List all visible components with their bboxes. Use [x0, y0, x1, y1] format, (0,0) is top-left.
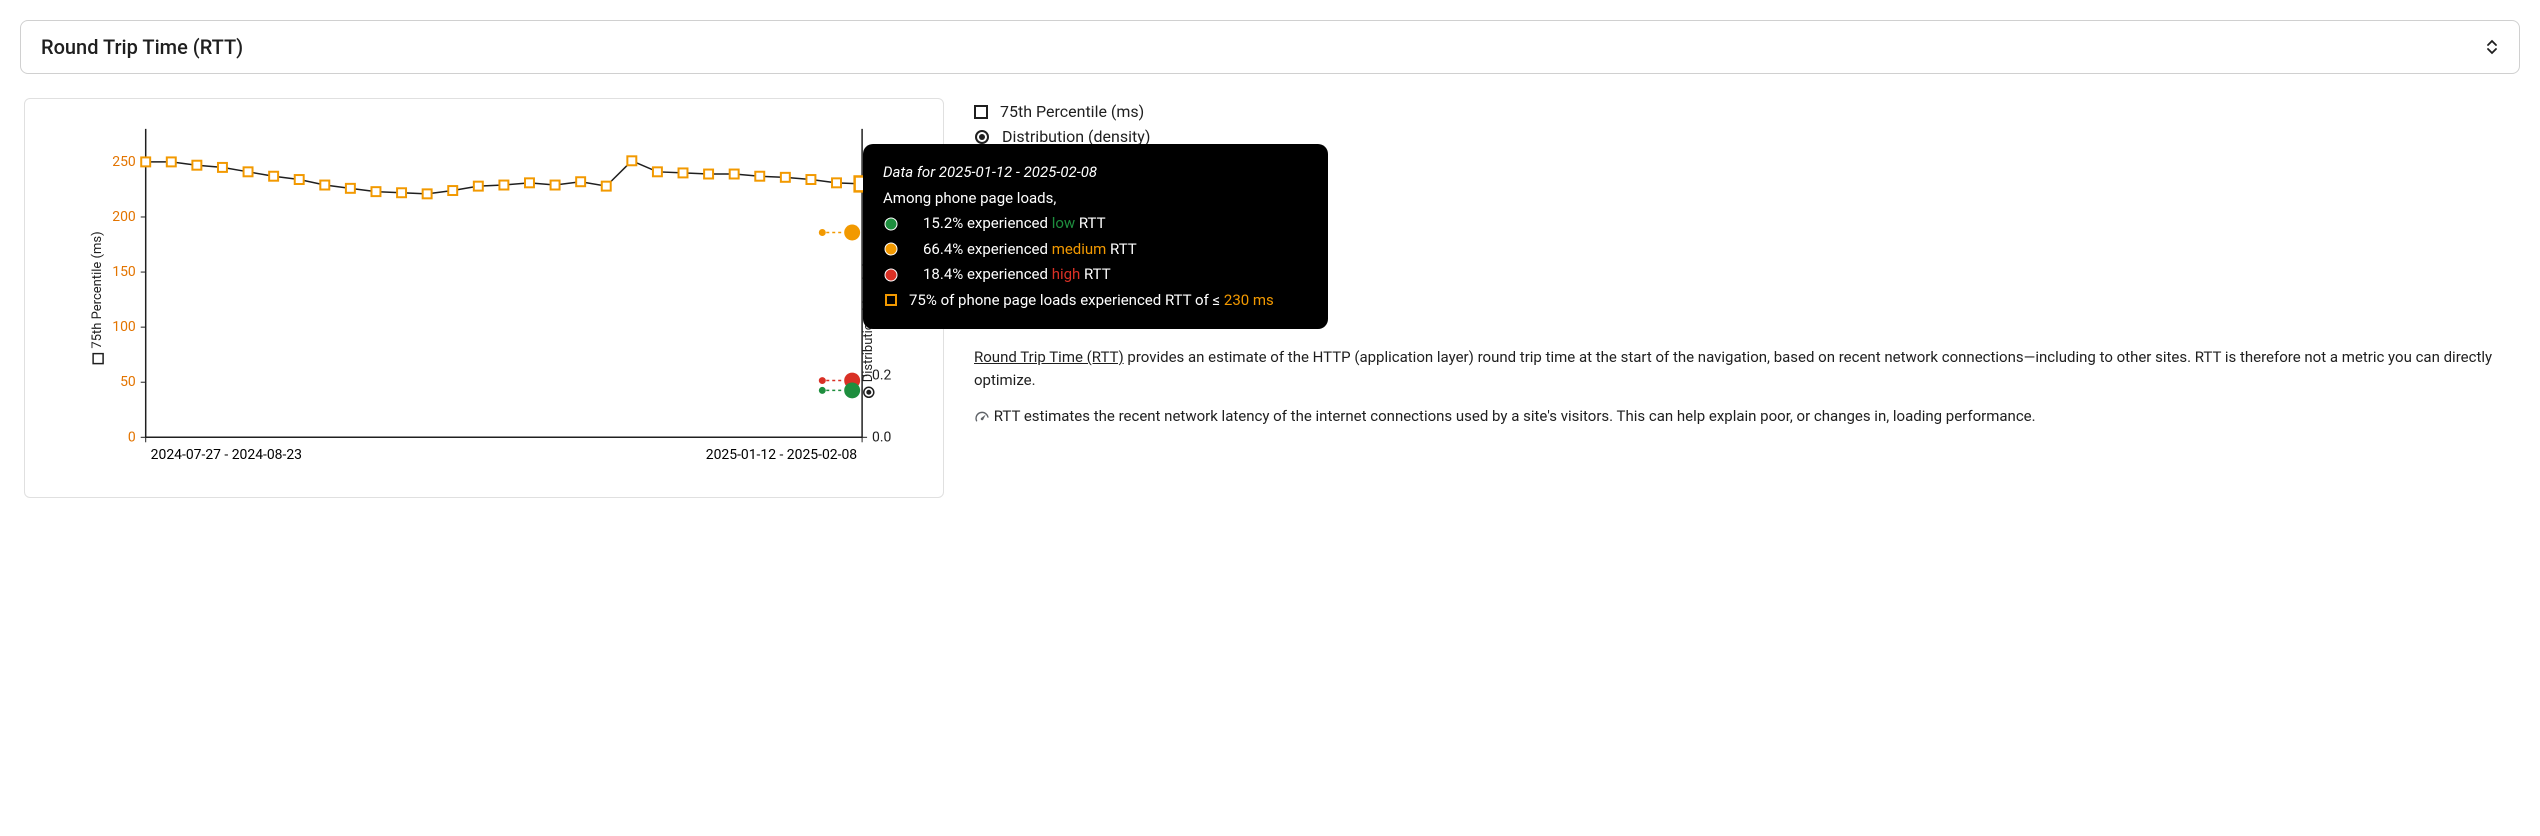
svg-text:2025-01-12 - 2025-02-08: 2025-01-12 - 2025-02-08 [706, 447, 858, 463]
tooltip-summary-value: 230 ms [1224, 291, 1274, 309]
tooltip-bucket-row: 15.2% experienced low RTT [883, 211, 1308, 237]
tooltip-summary-row: 75% of phone page loads experienced RTT … [883, 288, 1308, 314]
chart-tooltip: Data for 2025-01-12 - 2025-02-08 Among p… [863, 144, 1328, 329]
rtt-doc-link[interactable]: Round Trip Time (RTT) [974, 348, 1124, 366]
tooltip-bucket-row: 18.4% experienced high RTT [883, 262, 1308, 288]
square-icon [885, 294, 897, 306]
metric-description: Round Trip Time (RTT) provides an estima… [974, 346, 2516, 428]
svg-text:100: 100 [112, 319, 136, 335]
square-icon [974, 105, 988, 119]
svg-text:0.0: 0.0 [872, 429, 891, 445]
svg-text:250: 250 [112, 154, 136, 170]
dropdown-chevrons-icon[interactable] [2485, 38, 2499, 56]
svg-text:200: 200 [112, 209, 136, 225]
main-content: 75th Percentile (ms) Distribution (densi… [20, 98, 2520, 498]
svg-text:150: 150 [112, 264, 136, 280]
metric-dropdown[interactable]: Round Trip Time (RTT) [20, 20, 2520, 74]
svg-text:50: 50 [120, 374, 136, 390]
svg-text:0: 0 [128, 429, 136, 445]
tooltip-bucket-row: 66.4% experienced medium RTT [883, 237, 1308, 263]
svg-text:2024-07-27 - 2024-08-23: 2024-07-27 - 2024-08-23 [151, 447, 302, 463]
legend-percentile[interactable]: 75th Percentile (ms) [974, 102, 2516, 121]
chart-panel: 75th Percentile (ms) Distribution (densi… [24, 98, 944, 498]
dot-icon [974, 129, 990, 145]
y-axis-left-label: 75th Percentile (ms) [90, 231, 105, 364]
tooltip-date: Data for 2025-01-12 - 2025-02-08 [883, 160, 1308, 186]
metric-dropdown-title: Round Trip Time (RTT) [41, 35, 243, 59]
speed-icon [974, 409, 990, 425]
chart-plot: 0501001502002500.00.22024-07-27 - 2024-0… [25, 99, 943, 497]
tooltip-intro: Among phone page loads, [883, 186, 1308, 212]
